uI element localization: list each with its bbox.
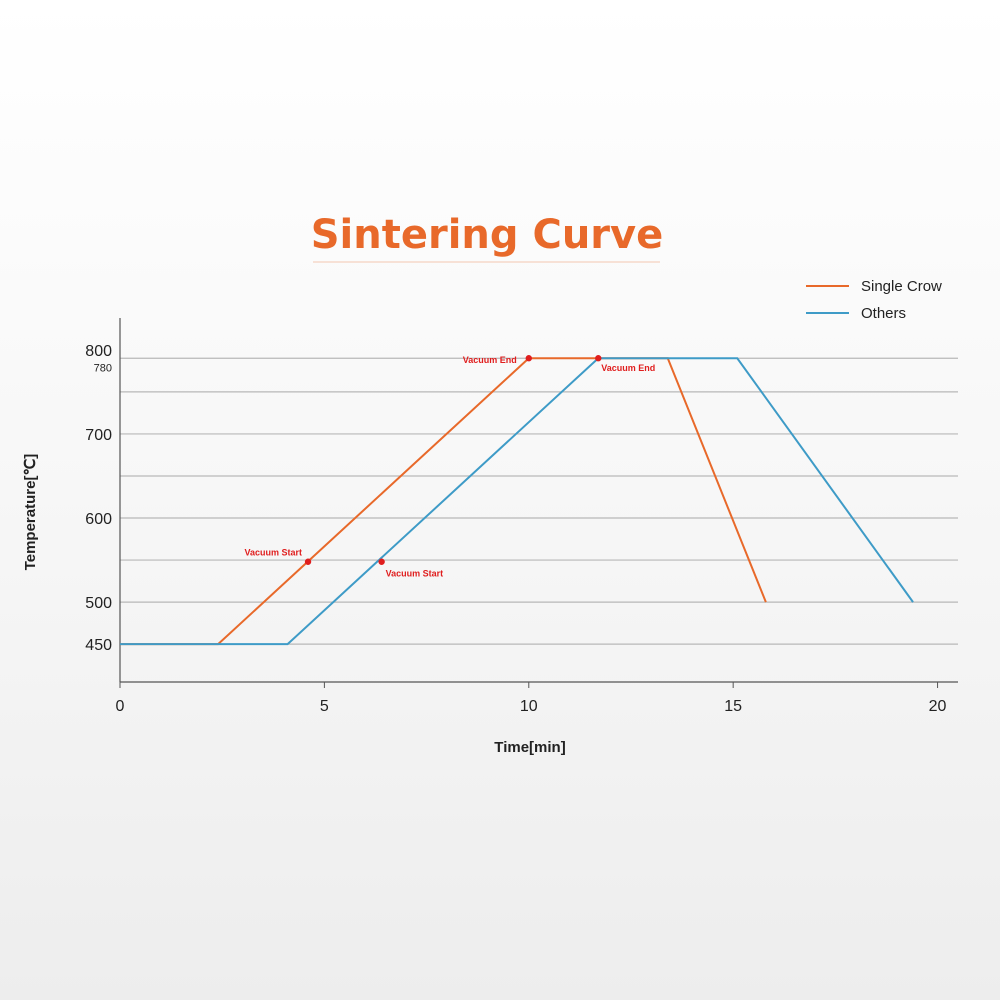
annotation-label: Vacuum Start [245,548,303,558]
x-tick-label: 5 [320,698,329,715]
series-line [120,357,914,646]
y-axis-title: Temperature[℃] [22,454,39,571]
annotations: Vacuum Start Vacuum End Vacuum Start Vacuum… [245,355,655,579]
y-tick-label: 500 [85,595,112,612]
x-tick-label: 15 [724,698,742,715]
chart-title: Sintering Curve [311,212,663,258]
series-lines [120,357,914,646]
legend: Single Crow Others [806,278,942,322]
y-tick-label: 780 [94,363,112,375]
y-tick-label: 800 [85,343,112,360]
axes [119,318,958,688]
legend-label: Single Crow [861,278,942,295]
annotation-dot [378,558,385,565]
annotation-dot [595,355,602,362]
x-tick-label: 20 [929,698,947,715]
x-axis-title: Time[min] [494,739,565,756]
annotation-label: Vacuum End [463,355,517,365]
x-tick-label: 0 [116,698,125,715]
grid-lines [120,357,958,645]
tick-labels: 0 5 10 15 20 800 780 700 600 500 450 [85,343,946,715]
annotation-label: Vacuum Start [386,569,444,579]
annotation-label: Vacuum End [601,363,655,373]
y-tick-label: 700 [85,427,112,444]
y-tick-label: 600 [85,511,112,528]
x-tick-label: 10 [520,698,538,715]
annotation-dot [304,558,312,565]
legend-label: Others [861,305,906,322]
y-tick-label: 450 [85,637,112,654]
annotation-dot [525,355,532,362]
